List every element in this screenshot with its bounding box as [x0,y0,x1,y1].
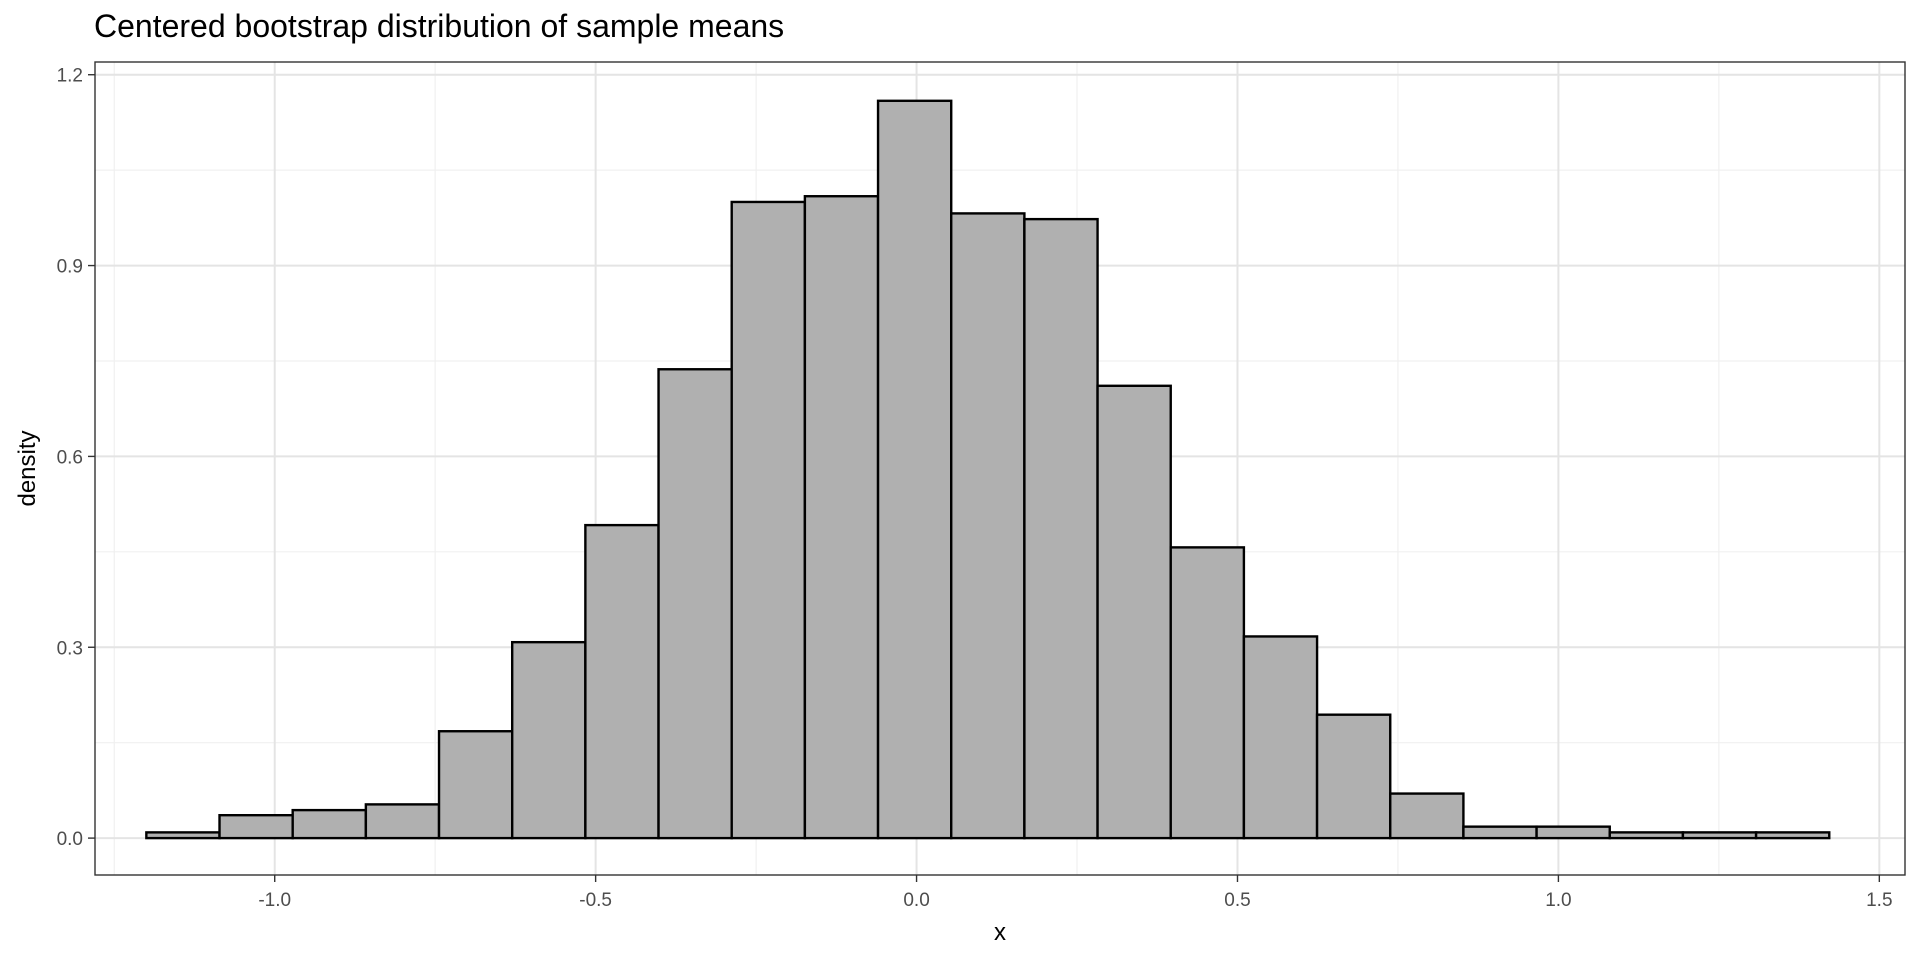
histogram-bar [876,99,953,840]
x-tick-label: 1.5 [1866,890,1892,911]
x-axis-tick-labels: -1.0 -0.5 0.0 0.5 1.0 1.5 [258,890,1892,911]
x-tick-label: 0.5 [1224,890,1250,911]
histogram-bar [1462,825,1538,840]
y-tick-label: 1.2 [57,66,83,87]
y-tick-label: 0.6 [57,447,83,468]
histogram-bar [1535,825,1611,840]
histogram-bar [803,195,880,840]
histogram-bar [584,523,660,840]
histogram-bar [950,212,1026,840]
histogram-bar [1096,384,1172,840]
histogram-bars [145,99,1831,840]
histogram-bar [1754,831,1831,840]
x-tick-label: 1.0 [1545,890,1571,911]
x-tick-label: 0.0 [903,890,929,911]
chart-title: Centered bootstrap distribution of sampl… [94,8,785,44]
y-tick-label: 0.0 [57,829,83,850]
y-axis-tick-labels: 0.0 0.3 0.6 0.9 1.2 [57,66,83,850]
histogram-bar [218,814,294,840]
histogram-bar [437,730,514,840]
x-tick-label: -0.5 [579,890,612,911]
histogram-bar [1169,546,1246,840]
histogram-bar [1681,831,1758,840]
histogram-bar [657,368,733,840]
plot-panel-border [94,61,1906,876]
histogram-bar [291,808,368,840]
axis-ticks [88,74,1881,882]
histogram-bar [510,640,587,840]
x-axis-title: x [994,919,1006,946]
y-tick-label: 0.9 [57,257,83,278]
histogram-bar [145,831,221,840]
y-tick-label: 0.3 [57,638,83,659]
histogram-bar [1023,217,1099,840]
histogram-bar [1242,635,1319,840]
histogram-bar [364,803,441,840]
y-axis-title: density [14,430,41,506]
histogram-bar [1608,831,1685,840]
histogram-bar [1315,713,1392,840]
grid-lines [95,62,1905,875]
x-tick-label: -1.0 [258,890,291,911]
histogram-bar [1389,792,1465,840]
histogram-bar [730,200,807,840]
